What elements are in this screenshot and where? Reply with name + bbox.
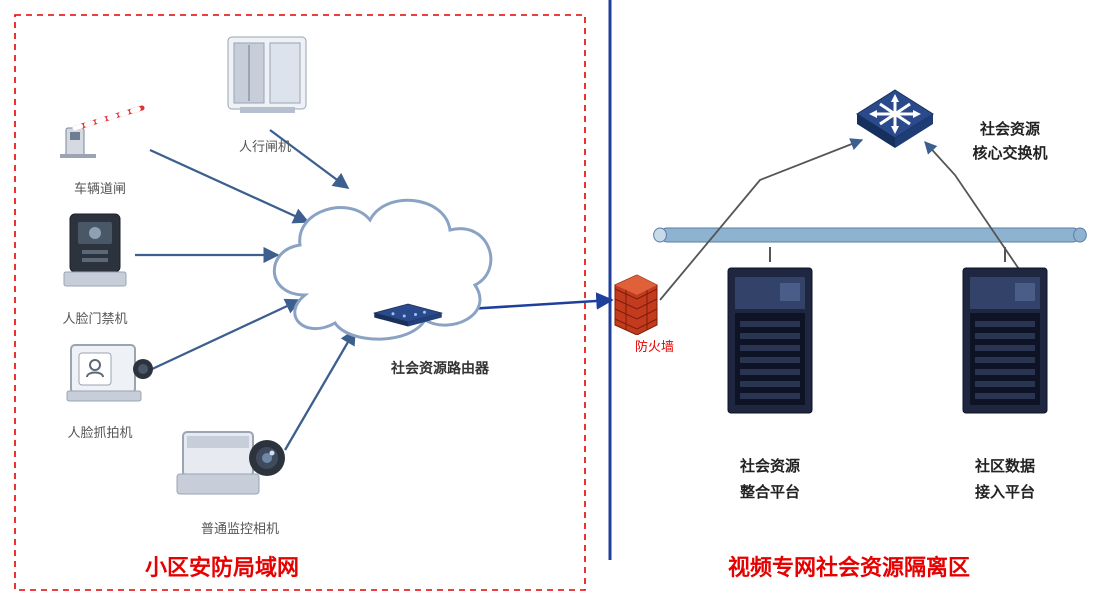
switch-label-2: 核心交换机 (972, 142, 1047, 163)
diagram-lines (0, 0, 1111, 597)
server-access-icon (955, 263, 1055, 418)
pedestrian-gate-label: 人行闸机 (239, 136, 291, 155)
firewall-icon (613, 273, 659, 335)
router-label: 社会资源路由器 (391, 358, 489, 378)
server-2-label-2: 接入平台 (975, 481, 1035, 502)
left-zone-title: 小区安防局域网 (145, 550, 299, 582)
surveillance-camera-label: 普通监控相机 (201, 518, 279, 537)
switch-icon (855, 88, 935, 150)
vehicle-gate-label: 车辆道闸 (74, 178, 126, 197)
right-zone-title: 视频专网社会资源隔离区 (728, 550, 970, 582)
surveillance-camera-icon (175, 418, 290, 503)
face-capture-label: 人脸抓拍机 (67, 422, 132, 441)
face-access-icon (60, 210, 130, 290)
face-capture-icon (65, 335, 155, 405)
server-1-label-2: 整合平台 (740, 481, 800, 502)
router-icon (365, 298, 451, 328)
server-integration-icon (720, 263, 820, 418)
server-1-label-1: 社会资源 (740, 455, 800, 476)
vehicle-gate-icon (60, 100, 150, 160)
switch-label-1: 社会资源 (980, 118, 1040, 139)
firewall-label: 防火墙 (635, 336, 674, 355)
pedestrian-gate-icon (220, 25, 315, 120)
server-2-label-1: 社区数据 (975, 455, 1035, 476)
face-access-label: 人脸门禁机 (62, 308, 127, 327)
